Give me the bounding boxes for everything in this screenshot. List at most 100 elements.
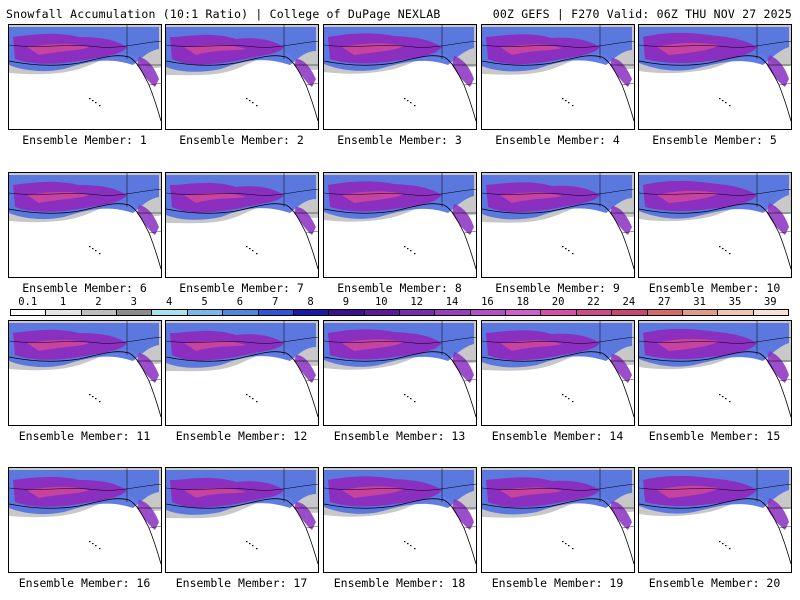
snowfall-map bbox=[166, 25, 318, 122]
ensemble-map-panel bbox=[638, 467, 792, 573]
snowfall-map bbox=[482, 173, 634, 270]
snowfall-map bbox=[324, 25, 476, 122]
ensemble-member-label: Ensemble Member: 13 bbox=[333, 429, 466, 443]
colorbar-tick-label: 0.1 bbox=[18, 296, 38, 308]
colorbar-swatch bbox=[399, 309, 436, 316]
colorbar-tick-label: 31 bbox=[693, 296, 706, 308]
colorbar-tick-label: 1 bbox=[59, 296, 67, 308]
ensemble-map-panel bbox=[165, 172, 319, 278]
ensemble-map-panel bbox=[481, 172, 635, 278]
colorbar-swatch bbox=[328, 309, 365, 316]
colorbar-swatch bbox=[10, 309, 47, 316]
ensemble-map-panel bbox=[481, 467, 635, 573]
colorbar-swatch bbox=[540, 309, 577, 316]
snowfall-map bbox=[166, 321, 318, 418]
ensemble-map-panel bbox=[8, 320, 162, 426]
ensemble-member-label: Ensemble Member: 6 bbox=[22, 281, 147, 295]
colorbar-swatch bbox=[151, 309, 188, 316]
ensemble-map-panel bbox=[323, 467, 477, 573]
ensemble-map-panel bbox=[323, 24, 477, 130]
snowfall-map bbox=[482, 468, 634, 565]
snowfall-colorbar: 0.1 1 2 3 4 5 6 7 8 9 10 12 14 16 18 20 22 24 27 31 35 39 bbox=[10, 296, 789, 317]
colorbar-tick-label: 14 bbox=[445, 296, 459, 308]
colorbar-swatch bbox=[752, 309, 789, 316]
ensemble-map-panel bbox=[638, 320, 792, 426]
ensemble-map-panel bbox=[323, 320, 477, 426]
ensemble-map-panel bbox=[481, 24, 635, 130]
ensemble-map-panel bbox=[638, 24, 792, 130]
ensemble-member-label: Ensemble Member: 5 bbox=[652, 133, 777, 147]
ensemble-map-panel bbox=[323, 172, 477, 278]
colorbar-swatch bbox=[611, 309, 648, 316]
snowfall-map bbox=[9, 173, 161, 270]
ensemble-member-label: Ensemble Member: 8 bbox=[337, 281, 462, 295]
ensemble-map-panel bbox=[165, 320, 319, 426]
colorbar-tick-label: 12 bbox=[410, 296, 423, 308]
colorbar-tick-label: 7 bbox=[272, 296, 279, 308]
chart-title: Snowfall Accumulation (10:1 Ratio) | Col… bbox=[6, 7, 441, 21]
snowfall-map bbox=[639, 173, 791, 270]
colorbar-swatch bbox=[45, 309, 82, 316]
ensemble-member-label: Ensemble Member: 12 bbox=[175, 429, 308, 443]
colorbar-tick-label: 22 bbox=[587, 296, 600, 308]
snowfall-map bbox=[639, 468, 791, 565]
snowfall-map bbox=[482, 321, 634, 418]
ensemble-member-label: Ensemble Member: 4 bbox=[495, 133, 620, 147]
snowfall-map bbox=[639, 321, 791, 418]
colorbar-swatch bbox=[116, 309, 153, 316]
ensemble-member-label: Ensemble Member: 11 bbox=[18, 429, 151, 443]
model-valid-time: 00Z GEFS | F270 Valid: 06Z THU NOV 27 20… bbox=[492, 7, 792, 21]
colorbar-swatch bbox=[292, 309, 330, 316]
colorbar-swatch bbox=[222, 309, 259, 316]
colorbar-tick-label: 16 bbox=[481, 296, 494, 308]
colorbar-tick-label: 24 bbox=[622, 296, 636, 308]
ensemble-map-panel bbox=[165, 467, 319, 573]
colorbar-tick-label: 5 bbox=[201, 296, 208, 308]
snowfall-map bbox=[324, 468, 476, 565]
colorbar-swatch bbox=[681, 309, 719, 316]
colorbar-tick-label: 10 bbox=[374, 296, 388, 308]
ensemble-member-label: Ensemble Member: 17 bbox=[175, 576, 308, 590]
colorbar-tick-label: 35 bbox=[728, 296, 742, 308]
ensemble-map-panel bbox=[638, 172, 792, 278]
ensemble-member-label: Ensemble Member: 15 bbox=[648, 429, 781, 443]
colorbar-swatch bbox=[505, 309, 542, 316]
colorbar-tick-label: 3 bbox=[130, 296, 137, 308]
ensemble-map-panel bbox=[8, 172, 162, 278]
colorbar-tick-label: 18 bbox=[516, 296, 530, 308]
ensemble-member-label: Ensemble Member: 10 bbox=[648, 281, 781, 295]
ensemble-member-label: Ensemble Member: 14 bbox=[491, 429, 624, 443]
snowfall-map bbox=[482, 25, 634, 122]
ensemble-member-label: Ensemble Member: 16 bbox=[18, 576, 151, 590]
colorbar-tick-label: 6 bbox=[236, 296, 244, 308]
ensemble-member-label: Ensemble Member: 7 bbox=[179, 281, 304, 295]
ensemble-map-panel bbox=[8, 467, 162, 573]
snowfall-map bbox=[324, 321, 476, 418]
ensemble-member-label: Ensemble Member: 2 bbox=[179, 133, 304, 147]
colorbar-swatch bbox=[257, 309, 294, 316]
colorbar-tick-label: 9 bbox=[342, 296, 350, 308]
ensemble-map-panel bbox=[481, 320, 635, 426]
colorbar-tick-label: 27 bbox=[657, 296, 671, 308]
colorbar-swatch bbox=[646, 309, 683, 316]
snowfall-map bbox=[324, 173, 476, 270]
colorbar-swatch bbox=[575, 309, 613, 316]
colorbar-swatch bbox=[717, 309, 754, 316]
colorbar-swatch bbox=[186, 309, 224, 316]
ensemble-map-panel bbox=[165, 24, 319, 130]
ensemble-member-label: Ensemble Member: 1 bbox=[22, 133, 147, 147]
colorbar-tick-label: 20 bbox=[551, 296, 565, 308]
ensemble-member-label: Ensemble Member: 18 bbox=[333, 576, 466, 590]
colorbar-swatch bbox=[469, 309, 507, 316]
ensemble-member-label: Ensemble Member: 3 bbox=[337, 133, 462, 147]
colorbar-tick-label: 4 bbox=[165, 296, 173, 308]
snowfall-map bbox=[166, 173, 318, 270]
snowfall-map bbox=[9, 468, 161, 565]
ensemble-map-panel bbox=[8, 24, 162, 130]
snowfall-map bbox=[639, 25, 791, 122]
ensemble-member-label: Ensemble Member: 19 bbox=[491, 576, 624, 590]
snowfall-map bbox=[166, 468, 318, 565]
colorbar-swatch bbox=[434, 309, 471, 316]
colorbar-tick-label: 2 bbox=[95, 296, 102, 308]
colorbar-tick-label: 8 bbox=[307, 296, 314, 308]
